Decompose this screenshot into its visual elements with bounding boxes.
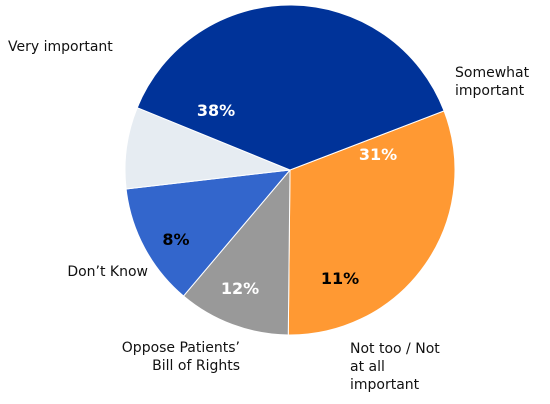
pie-slices	[124, 4, 456, 336]
percentage-labels: 31% 11% 12% 8% 38%	[162, 101, 397, 298]
pie-slice	[136, 4, 445, 171]
category-labels: Somewhat important Not too / Not at all impo…	[8, 39, 530, 393]
slice-category-label-line: at all	[350, 359, 385, 375]
slice-percentage-label: 11%	[321, 269, 359, 288]
slice-category-label-line: important	[350, 377, 420, 393]
pie-slice	[182, 168, 291, 336]
slice-category-label-line: Bill of Rights	[152, 358, 240, 374]
slice-category-label: Oppose Patients’ Bill of Rights	[122, 340, 240, 374]
slice-category-label-line: Somewhat	[455, 65, 530, 81]
slice-category-label-line: Don’t Know	[67, 264, 148, 280]
pie-slice	[125, 169, 292, 297]
slice-category-label: Not too / Not at all important	[350, 341, 440, 393]
slice-category-label-line: Not too / Not	[350, 341, 440, 357]
slice-percentage-label: 8%	[162, 230, 189, 249]
slice-category-label-line: Oppose Patients’	[122, 340, 240, 356]
slice-category-label: Don’t Know	[67, 264, 148, 280]
slice-percentage-label: 12%	[221, 279, 259, 298]
slice-category-label-line: important	[455, 83, 525, 99]
slice-percentage-label: 38%	[197, 101, 235, 120]
pie-slice	[287, 110, 456, 336]
slice-category-label: Very important	[8, 39, 113, 55]
slice-percentage-label: 31%	[359, 145, 397, 164]
slice-category-label-line: Very important	[8, 39, 113, 55]
slice-category-label: Somewhat important	[455, 65, 530, 99]
